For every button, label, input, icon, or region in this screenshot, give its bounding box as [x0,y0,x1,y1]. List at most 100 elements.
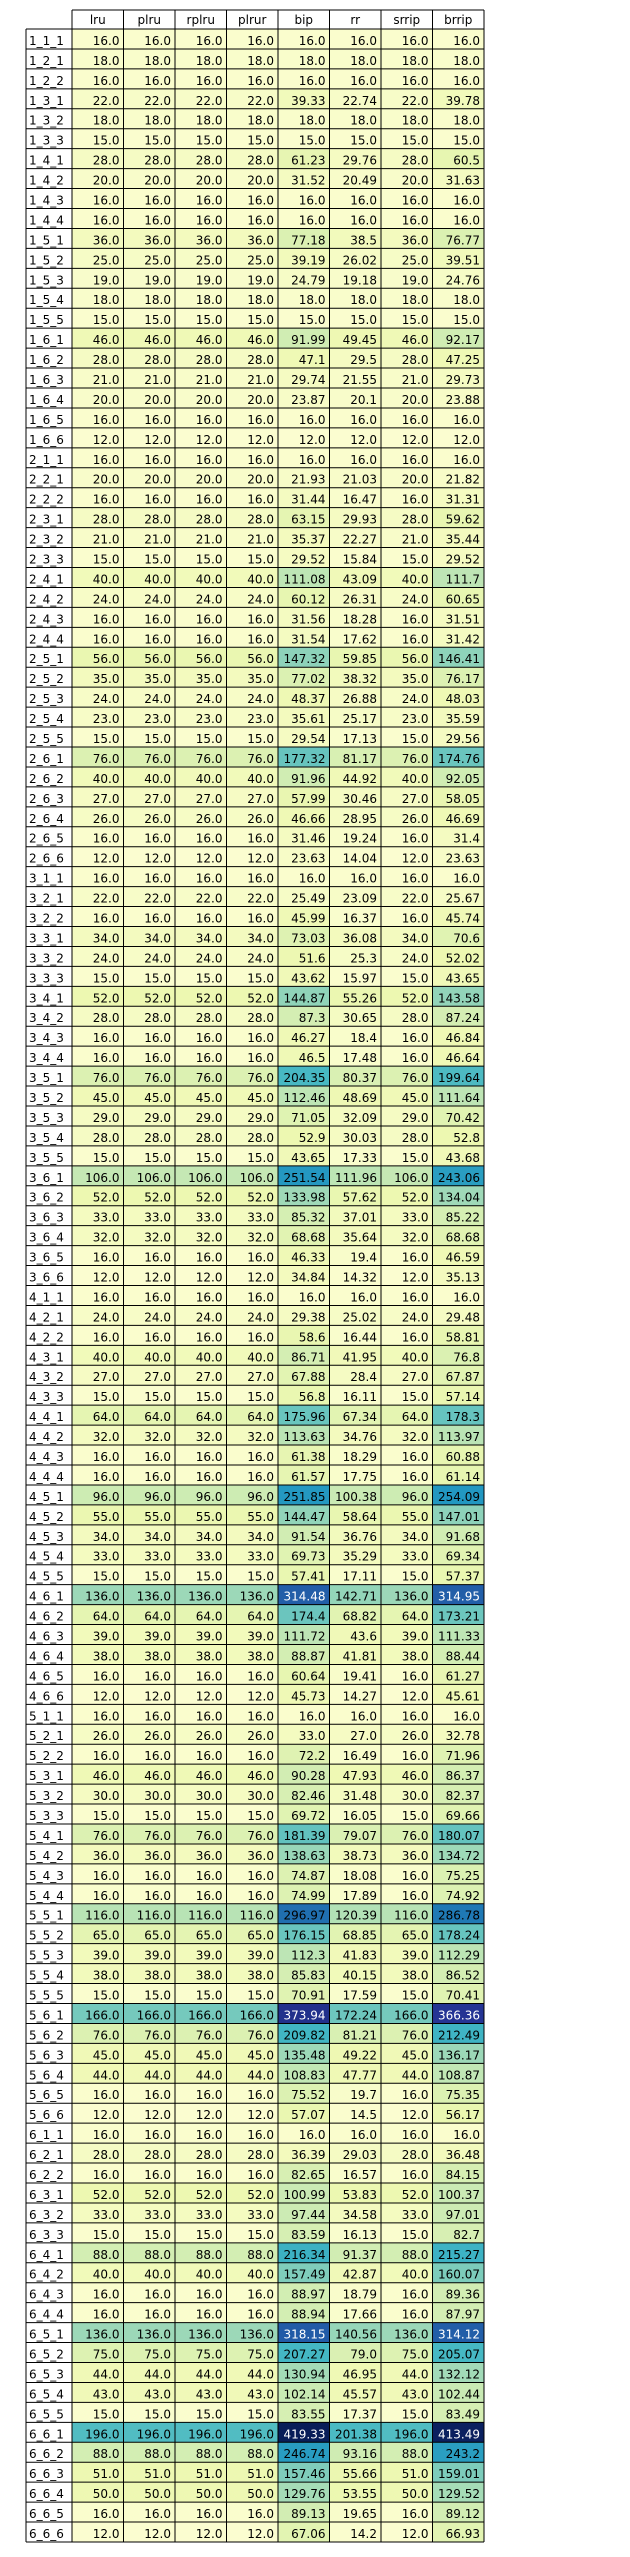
cell-value: 28.0 [402,154,429,168]
heatmap-cell [329,547,381,568]
heatmap-cell [175,1604,227,1625]
heatmap-cell [72,1843,124,1864]
cell-value: 35.13 [446,1271,480,1285]
heatmap-cell [123,1704,175,1725]
cell-value: 146.41 [438,652,480,666]
cell-value: 18.0 [350,114,377,128]
cell-value: 88.97 [291,2288,325,2302]
cell-value: 15.0 [402,1989,429,2003]
heatmap-cell [381,1365,433,1386]
cell-value: 38.0 [196,1649,223,1663]
cell-value: 16.0 [350,34,377,48]
heatmap-cell [226,1385,278,1406]
heatmap-cell [175,248,227,269]
cell-value: 67.88 [291,1370,325,1384]
heatmap-cell [123,1524,175,1545]
heatmap-cell [72,1484,124,1505]
heatmap-cell [329,48,381,69]
cell-value: 16.0 [453,74,480,88]
heatmap-cell [381,1006,433,1027]
cell-value: 16.0 [350,1290,377,1304]
cell-value: 30.0 [144,1789,171,1803]
cell-value: 52.0 [247,1191,274,1205]
heatmap-cell [278,1106,330,1126]
cell-value: 16.0 [299,872,326,886]
heatmap-cell [432,268,484,289]
heatmap-cell [226,2143,278,2164]
heatmap-cell [72,1046,124,1067]
heatmap-cell [226,926,278,947]
heatmap-cell [329,1943,381,1964]
cell-value: 12.0 [402,433,429,447]
cell-value: 96.0 [93,1490,120,1504]
heatmap-cell [329,1724,381,1745]
cell-value: 116.0 [137,1909,171,1923]
cell-value: 28.0 [93,353,120,367]
heatmap-cell [432,786,484,807]
row-label: 3_1_1 [29,872,64,886]
cell-value: 16.0 [93,1031,120,1045]
row-label: 1_5_2 [29,253,64,267]
heatmap-cell [278,2103,330,2124]
cell-value: 16.0 [453,1709,480,1723]
cell-value: 87.3 [299,1011,326,1025]
cell-value: 21.0 [247,373,274,387]
cell-value: 16.0 [93,2168,120,2182]
cell-value: 40.0 [196,572,223,586]
heatmap-cell [175,1943,227,1964]
heatmap-cell [329,467,381,488]
heatmap-cell [381,1165,433,1186]
cell-value: 16.0 [144,213,171,227]
heatmap-cell [175,487,227,508]
heatmap-cell [381,88,433,109]
cell-value: 136.0 [240,2328,274,2342]
heatmap-cell [329,1026,381,1047]
heatmap-cell [381,368,433,388]
heatmap-cell [175,1225,227,1246]
cell-value: 15.0 [196,1809,223,1823]
heatmap-cell [72,1504,124,1525]
cell-value: 16.0 [247,213,274,227]
heatmap-cell [329,1125,381,1146]
cell-value: 28.0 [144,154,171,168]
heatmap-cell [329,1664,381,1685]
cell-value: 28.0 [93,2148,120,2162]
heatmap-cell [175,188,227,209]
heatmap-cell [278,647,330,668]
cell-value: 91.54 [291,1530,325,1544]
cell-value: 79.0 [350,2348,377,2362]
cell-value: 30.0 [196,1789,223,1803]
cell-value: 88.0 [196,2248,223,2262]
cell-value: 15.0 [196,1570,223,1584]
heatmap-cell [72,766,124,787]
cell-value: 16.0 [402,2168,429,2182]
cell-value: 43.0 [196,2387,223,2401]
cell-value: 16.0 [402,1051,429,1065]
heatmap-cell [123,1365,175,1386]
heatmap-cell [123,467,175,488]
cell-value: 16.0 [196,413,223,427]
heatmap-cell [278,48,330,69]
cell-value: 60.88 [446,1450,480,1464]
heatmap-cell [329,707,381,728]
row-label: 1_6_6 [29,433,64,447]
heatmap-cell [226,1624,278,1645]
cell-value: 39.0 [196,1949,223,1963]
row-label: 1_5_3 [29,273,64,287]
row-label: 2_6_1 [29,752,64,766]
cell-value: 15.0 [402,1570,429,1584]
cell-value: 318.15 [284,2328,326,2342]
cell-value: 16.0 [402,2128,429,2142]
cell-value: 51.0 [93,2467,120,2481]
heatmap-cell [175,1664,227,1685]
heatmap-cell [432,1165,484,1186]
cell-value: 26.0 [402,812,429,826]
heatmap-cell [381,826,433,847]
heatmap-cell [175,427,227,448]
cell-value: 26.0 [402,1729,429,1743]
row-label: 4_6_3 [29,1630,64,1644]
cell-value: 16.0 [247,2088,274,2102]
cell-value: 17.13 [343,732,377,746]
cell-value: 16.0 [196,1749,223,1763]
cell-value: 33.0 [402,1550,429,1564]
